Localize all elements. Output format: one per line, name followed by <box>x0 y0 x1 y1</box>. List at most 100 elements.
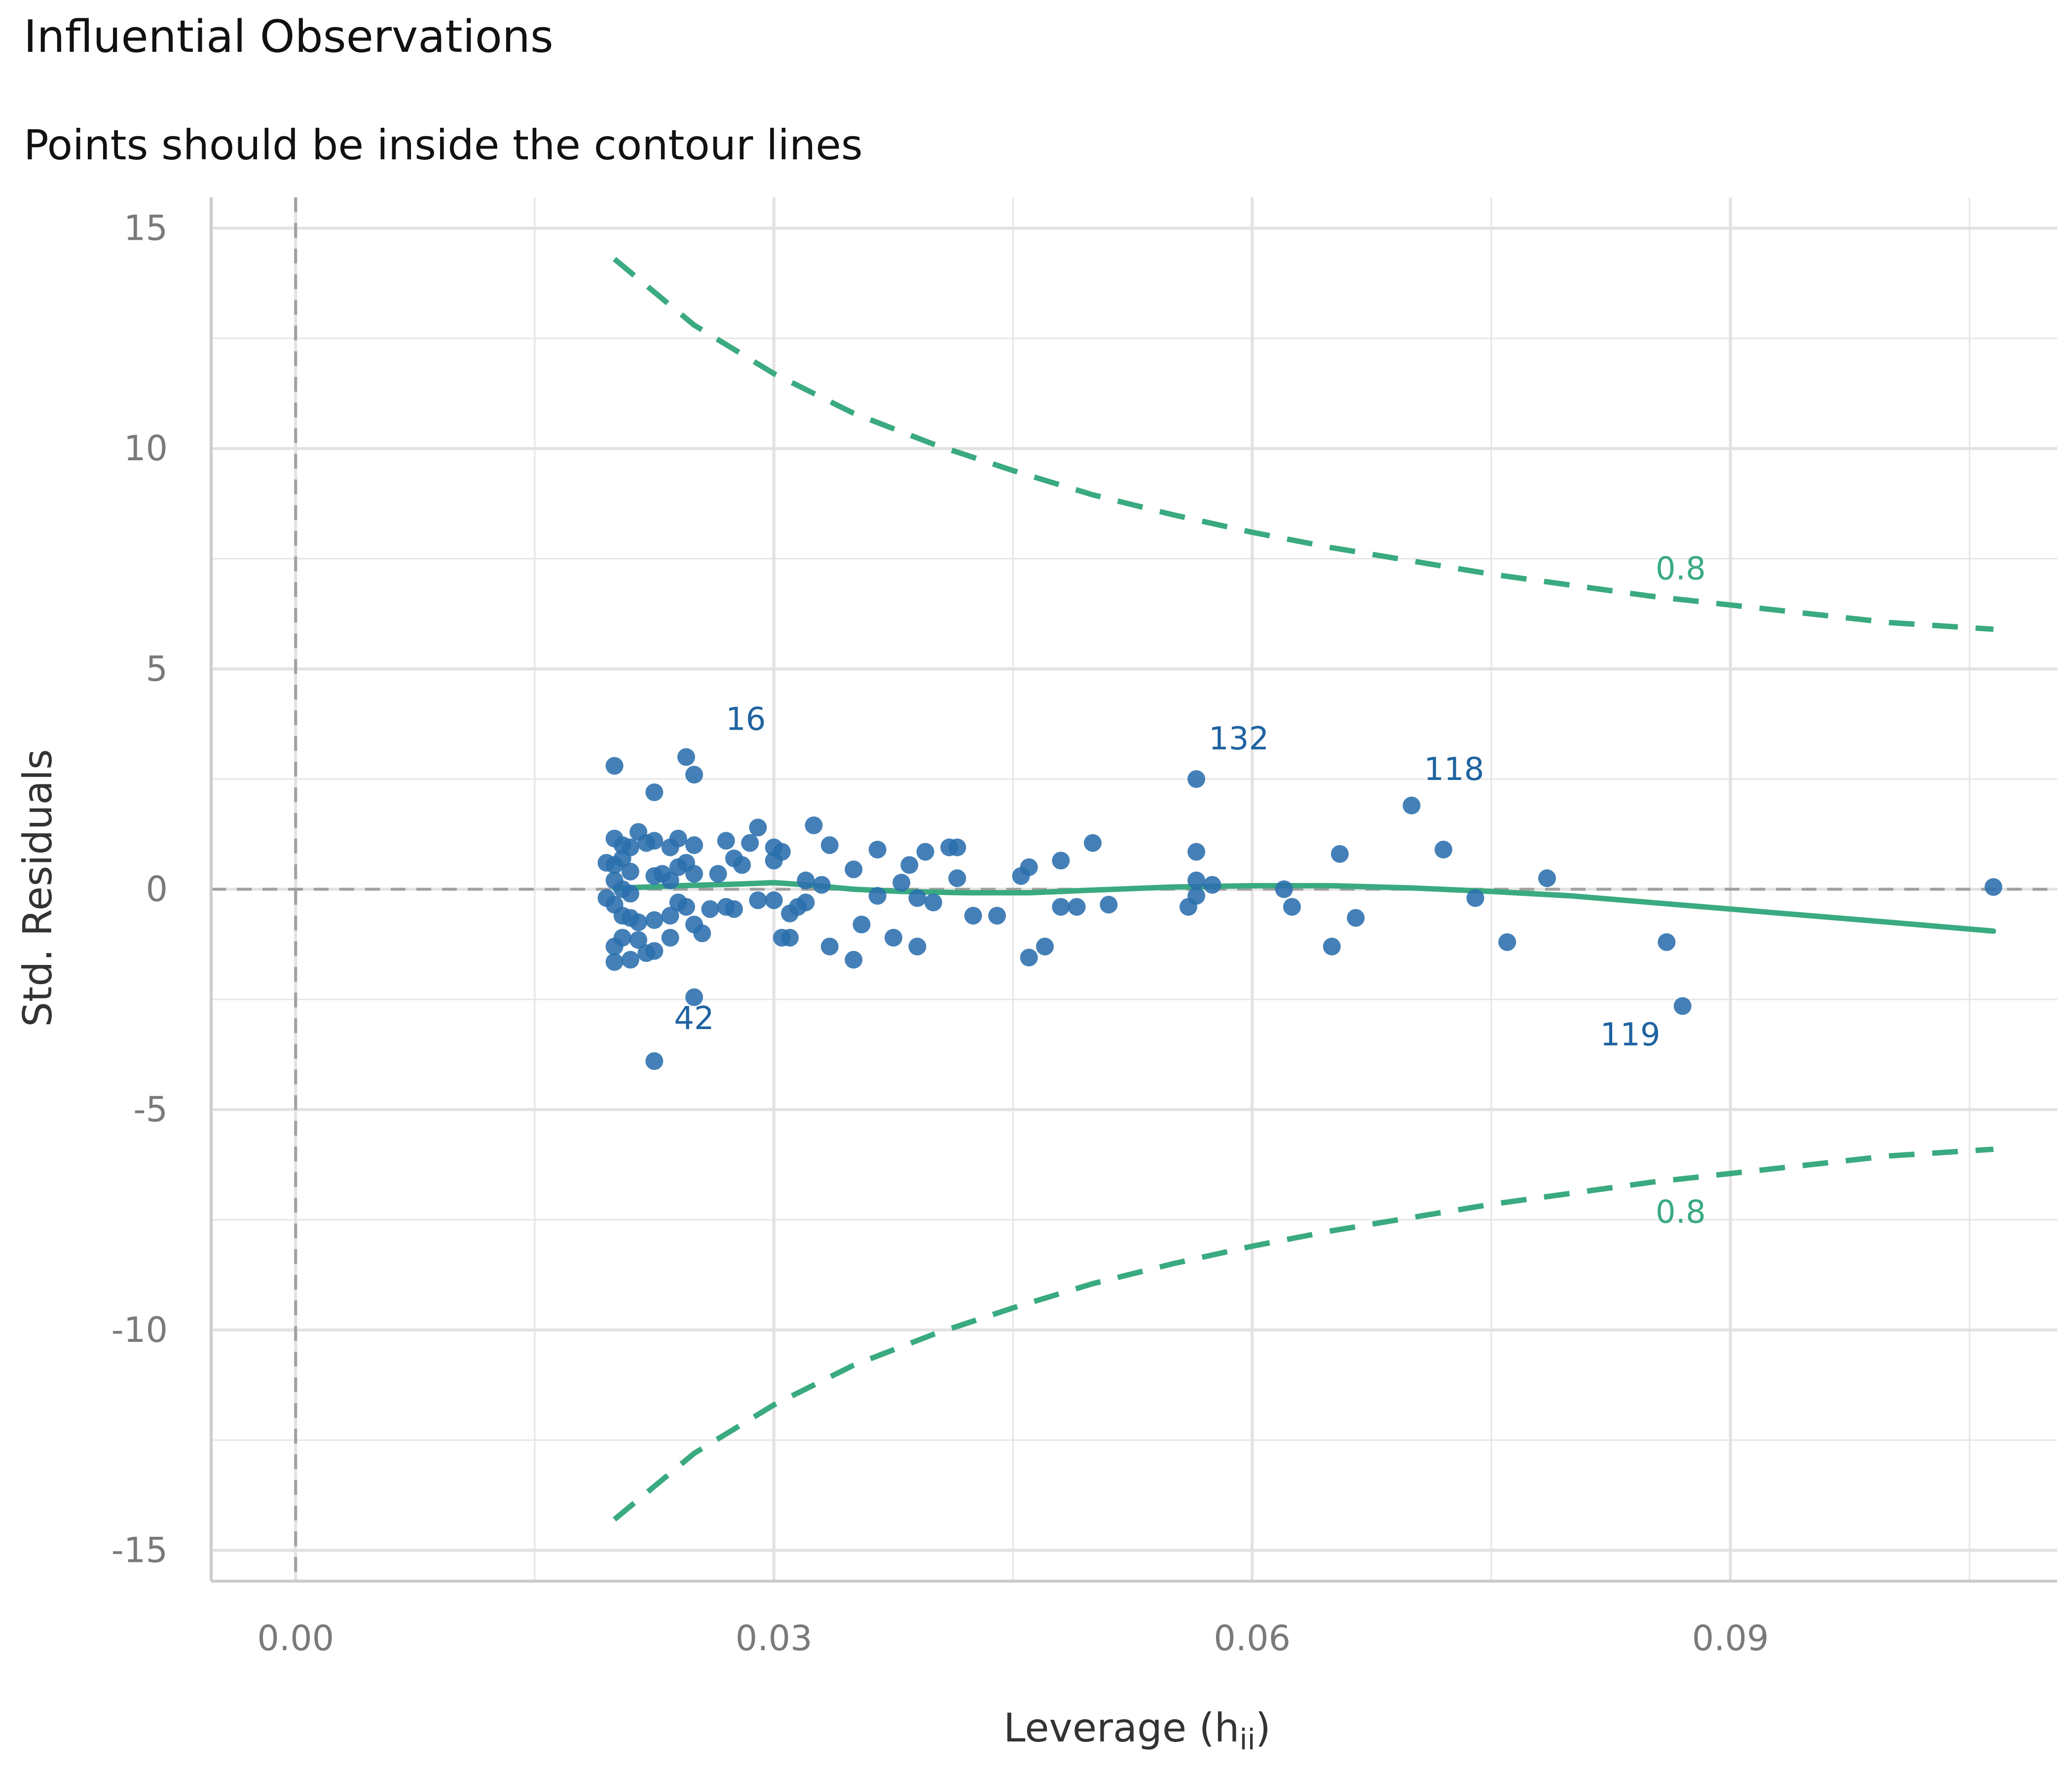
data-point <box>1347 909 1365 927</box>
chart-title: Influential Observations <box>24 11 554 63</box>
data-point <box>693 924 711 942</box>
data-point <box>797 871 815 889</box>
data-point <box>1020 858 1038 876</box>
data-point <box>1187 871 1206 889</box>
data-point <box>685 988 703 1006</box>
data-point <box>685 836 703 854</box>
data-point <box>1275 880 1293 898</box>
data-point <box>1673 997 1692 1015</box>
x-axis-title-subscript: ii <box>1239 1723 1255 1756</box>
data-point <box>868 887 887 905</box>
data-point <box>916 843 934 861</box>
data-point <box>645 911 664 929</box>
y-tick-label: 15 <box>124 208 168 249</box>
data-point <box>605 757 624 775</box>
point-label: 119 <box>1600 1017 1660 1053</box>
data-point <box>1187 843 1206 861</box>
data-point <box>852 915 871 933</box>
y-axis-title: Std. Residuals <box>15 749 61 1027</box>
data-point <box>749 818 767 837</box>
data-point <box>797 893 815 912</box>
data-point <box>621 951 639 969</box>
data-point <box>685 766 703 784</box>
y-tick-label: 10 <box>124 428 168 469</box>
data-points <box>597 748 2002 1070</box>
y-tick-label: -5 <box>133 1089 168 1130</box>
data-point <box>661 928 679 947</box>
data-point <box>1052 851 1070 870</box>
data-point <box>820 937 839 956</box>
data-point <box>1434 841 1452 859</box>
data-point <box>908 937 926 956</box>
data-point <box>725 900 743 918</box>
data-point <box>781 928 799 947</box>
data-point <box>1538 869 1556 888</box>
loess-line <box>612 880 1997 934</box>
data-point <box>1052 898 1070 916</box>
x-axis-title: Leverage (hii) <box>1003 1705 1271 1756</box>
data-point <box>1283 898 1301 916</box>
data-point <box>749 891 767 909</box>
cook-distance-contours: 0.8 0.8 <box>613 257 1994 1522</box>
data-point <box>621 862 639 881</box>
data-point <box>677 898 695 916</box>
loess-curve <box>612 880 1997 934</box>
data-point <box>1466 889 1484 907</box>
data-point <box>661 871 679 889</box>
data-point <box>765 891 783 909</box>
minor-grid <box>211 197 2057 1581</box>
data-point <box>701 900 719 918</box>
data-point <box>605 953 624 971</box>
data-point <box>677 748 695 766</box>
upper-contour-label: 0.8 <box>1656 551 1706 587</box>
y-tick-label: -15 <box>111 1530 168 1570</box>
data-point <box>820 836 839 854</box>
data-point <box>1498 933 1517 951</box>
data-point <box>621 885 639 903</box>
data-point <box>709 865 727 883</box>
data-point <box>645 783 664 801</box>
data-point <box>1323 937 1341 956</box>
data-point <box>845 860 863 879</box>
x-axis-title-close: ) <box>1256 1705 1271 1751</box>
data-point <box>1020 948 1038 966</box>
data-point <box>1187 770 1206 788</box>
data-point <box>885 928 903 947</box>
y-tick-label: 0 <box>146 869 168 910</box>
data-point <box>685 865 703 883</box>
point-label: 132 <box>1209 721 1269 757</box>
data-point <box>805 816 823 834</box>
data-point <box>988 907 1006 925</box>
tick-labels: 0.00 0.03 0.06 0.09 15 10 5 0 -5 -10 -15 <box>111 208 1769 1659</box>
data-point <box>845 951 863 969</box>
data-point <box>733 856 751 874</box>
axes <box>210 197 2057 1583</box>
data-point <box>613 928 631 947</box>
data-point <box>948 869 966 888</box>
y-tick-label: -10 <box>111 1310 168 1350</box>
data-point <box>629 913 648 931</box>
data-point <box>948 838 966 856</box>
data-point <box>717 832 735 850</box>
data-point <box>1100 895 1118 914</box>
x-tick-label: 0.00 <box>257 1618 334 1659</box>
point-labels: 16 42 132 118 119 <box>674 702 1660 1054</box>
data-point <box>597 853 616 872</box>
chart-subtitle: Points should be inside the contour line… <box>24 121 863 169</box>
upper-contour-line <box>613 257 1994 632</box>
data-point <box>741 834 759 852</box>
x-tick-label: 0.03 <box>736 1618 813 1659</box>
data-point <box>813 876 831 894</box>
data-point <box>1331 845 1349 863</box>
data-point <box>1068 898 1086 916</box>
data-point <box>892 874 911 892</box>
lower-contour-label: 0.8 <box>1656 1194 1706 1231</box>
data-point <box>765 851 783 870</box>
data-point <box>669 829 687 848</box>
data-point <box>661 907 679 925</box>
data-point <box>645 1052 664 1070</box>
data-point <box>924 893 942 912</box>
data-point <box>613 849 631 867</box>
data-point <box>645 832 664 850</box>
